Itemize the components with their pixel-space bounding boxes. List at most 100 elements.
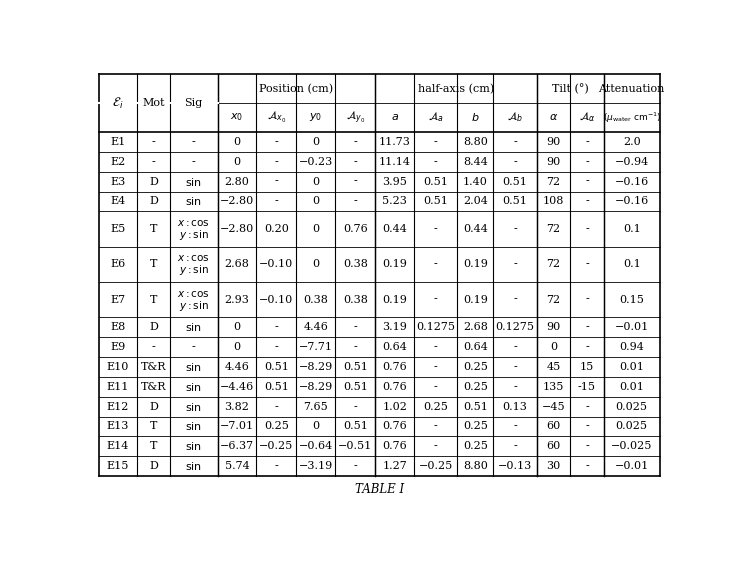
Text: Sig: Sig xyxy=(184,98,203,108)
Text: 0: 0 xyxy=(312,196,320,206)
Text: −3.19: −3.19 xyxy=(299,461,333,471)
Text: −0.16: −0.16 xyxy=(615,176,649,187)
Text: $x:\cos$: $x:\cos$ xyxy=(177,253,210,263)
Text: 0.19: 0.19 xyxy=(382,294,407,304)
Text: 0.76: 0.76 xyxy=(383,421,407,431)
Text: −0.64: −0.64 xyxy=(299,441,333,451)
Text: 2.0: 2.0 xyxy=(623,137,641,147)
Text: Attenuation: Attenuation xyxy=(599,83,665,94)
Text: T: T xyxy=(149,441,157,451)
Text: $\sin$: $\sin$ xyxy=(185,460,202,472)
Text: -: - xyxy=(514,342,517,352)
Text: -: - xyxy=(353,137,357,147)
Text: 0.94: 0.94 xyxy=(619,342,645,352)
Text: D: D xyxy=(149,461,158,471)
Text: $\sin$: $\sin$ xyxy=(185,441,202,452)
Text: 90: 90 xyxy=(546,322,561,332)
Text: −8.29: −8.29 xyxy=(299,362,333,372)
Text: −8.29: −8.29 xyxy=(299,382,333,392)
Text: 0.51: 0.51 xyxy=(502,176,528,187)
Text: -: - xyxy=(585,156,589,167)
Text: 0.25: 0.25 xyxy=(264,421,289,431)
Text: −0.01: −0.01 xyxy=(615,461,649,471)
Text: 15: 15 xyxy=(580,362,594,372)
Text: 0: 0 xyxy=(312,259,320,269)
Text: -: - xyxy=(434,137,437,147)
Text: 30: 30 xyxy=(546,461,561,471)
Text: D: D xyxy=(149,176,158,187)
Text: 0.25: 0.25 xyxy=(423,401,448,412)
Text: 11.14: 11.14 xyxy=(379,156,411,167)
Text: -: - xyxy=(585,224,589,234)
Text: $\mathcal{E}_i$: $\mathcal{E}_i$ xyxy=(112,95,124,111)
Text: -: - xyxy=(585,196,589,206)
Text: -: - xyxy=(353,196,357,206)
Text: -: - xyxy=(514,259,517,269)
Text: 0.51: 0.51 xyxy=(264,362,289,372)
Text: E10: E10 xyxy=(107,362,130,372)
Text: 7.65: 7.65 xyxy=(303,401,328,412)
Text: −0.51: −0.51 xyxy=(338,441,372,451)
Text: 3.19: 3.19 xyxy=(382,322,407,332)
Text: 0.25: 0.25 xyxy=(463,421,488,431)
Text: −7.01: −7.01 xyxy=(220,421,254,431)
Text: -: - xyxy=(585,137,589,147)
Text: -: - xyxy=(514,441,517,451)
Text: -: - xyxy=(434,342,437,352)
Text: -: - xyxy=(353,322,357,332)
Text: -: - xyxy=(192,342,195,352)
Text: -: - xyxy=(275,156,278,167)
Text: $x:\cos$: $x:\cos$ xyxy=(177,218,210,228)
Text: 0.25: 0.25 xyxy=(463,441,488,451)
Text: 72: 72 xyxy=(547,259,561,269)
Text: 0.13: 0.13 xyxy=(502,401,528,412)
Text: 72: 72 xyxy=(547,294,561,304)
Text: 0: 0 xyxy=(233,322,240,332)
Text: $a$: $a$ xyxy=(391,112,399,122)
Text: 0: 0 xyxy=(312,224,320,234)
Text: -: - xyxy=(152,137,155,147)
Text: 2.04: 2.04 xyxy=(463,196,488,206)
Text: -: - xyxy=(434,294,437,304)
Text: -: - xyxy=(585,401,589,412)
Text: -: - xyxy=(275,401,278,412)
Text: $\sin$: $\sin$ xyxy=(185,361,202,373)
Text: 0.01: 0.01 xyxy=(619,362,645,372)
Text: −0.01: −0.01 xyxy=(615,322,649,332)
Text: E15: E15 xyxy=(107,461,130,471)
Text: 0.51: 0.51 xyxy=(502,196,528,206)
Text: $y:\sin$: $y:\sin$ xyxy=(178,298,209,312)
Text: -: - xyxy=(353,156,357,167)
Text: 60: 60 xyxy=(546,421,561,431)
Text: 0: 0 xyxy=(312,176,320,187)
Text: -: - xyxy=(434,224,437,234)
Text: 0.01: 0.01 xyxy=(619,382,645,392)
Text: E14: E14 xyxy=(107,441,130,451)
Text: E2: E2 xyxy=(110,156,126,167)
Text: -: - xyxy=(275,137,278,147)
Text: 8.80: 8.80 xyxy=(463,461,488,471)
Text: -: - xyxy=(434,259,437,269)
Text: $\mathcal{A}_b$: $\mathcal{A}_b$ xyxy=(507,111,523,124)
Text: 2.68: 2.68 xyxy=(224,259,249,269)
Text: −45: −45 xyxy=(542,401,565,412)
Text: $b$: $b$ xyxy=(471,112,480,124)
Text: -: - xyxy=(275,322,278,332)
Text: TABLE I: TABLE I xyxy=(354,484,404,497)
Text: -: - xyxy=(353,342,357,352)
Text: $\sin$: $\sin$ xyxy=(185,380,202,393)
Text: 1.02: 1.02 xyxy=(382,401,407,412)
Text: 0.19: 0.19 xyxy=(463,259,488,269)
Text: -: - xyxy=(434,382,437,392)
Text: 0.025: 0.025 xyxy=(616,421,648,431)
Text: 0.025: 0.025 xyxy=(616,401,648,412)
Text: E1: E1 xyxy=(110,137,126,147)
Text: -: - xyxy=(434,441,437,451)
Text: 0.38: 0.38 xyxy=(343,259,368,269)
Text: 90: 90 xyxy=(546,156,561,167)
Text: 135: 135 xyxy=(543,382,565,392)
Text: -: - xyxy=(192,137,195,147)
Text: −0.10: −0.10 xyxy=(259,259,294,269)
Text: -: - xyxy=(353,461,357,471)
Text: T: T xyxy=(149,421,157,431)
